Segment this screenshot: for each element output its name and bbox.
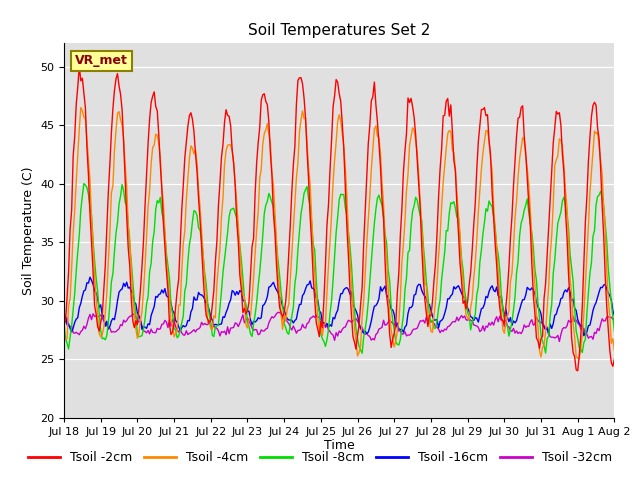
Tsoil -16cm (394, 320, 401, 326)
Line: Tsoil -8cm: Tsoil -8cm (64, 184, 614, 353)
Tsoil -8cm (60, 322, 68, 327)
Tsoil -2cm (76, 64, 83, 70)
Tsoil -8cm (376, 198, 384, 204)
Tsoil -4cm (77, 105, 84, 110)
Tsoil -16cm (86, 275, 94, 280)
Line: Tsoil -16cm: Tsoil -16cm (64, 277, 614, 336)
Title: Soil Temperatures Set 2: Soil Temperatures Set 2 (248, 23, 430, 38)
Tsoil -16cm (76, 305, 83, 311)
Tsoil -2cm (77, 78, 84, 84)
X-axis label: Time: Time (324, 439, 355, 453)
Tsoil -4cm (611, 348, 618, 354)
Tsoil -32cm (545, 330, 552, 336)
Tsoil -16cm (164, 294, 172, 300)
Tsoil -2cm (60, 322, 68, 327)
Line: Tsoil -4cm: Tsoil -4cm (64, 108, 614, 359)
Tsoil -32cm (76, 332, 83, 337)
Line: Tsoil -2cm: Tsoil -2cm (64, 67, 614, 371)
Tsoil -32cm (406, 332, 413, 338)
Tsoil -8cm (164, 263, 172, 269)
Tsoil -8cm (80, 181, 88, 187)
Tsoil -4cm (164, 274, 172, 280)
Tsoil -8cm (407, 223, 415, 228)
Tsoil -32cm (556, 339, 563, 345)
Tsoil -4cm (406, 143, 413, 148)
Tsoil -8cm (76, 232, 83, 238)
Tsoil -16cm (580, 333, 588, 338)
Tsoil -8cm (395, 342, 403, 348)
Tsoil -32cm (375, 326, 383, 332)
Tsoil -8cm (611, 328, 618, 334)
Tsoil -16cm (406, 305, 413, 311)
Tsoil -32cm (163, 319, 170, 325)
Text: VR_met: VR_met (75, 54, 128, 67)
Tsoil -2cm (406, 99, 413, 105)
Tsoil -16cm (611, 312, 618, 318)
Tsoil -2cm (164, 288, 172, 293)
Tsoil -4cm (545, 284, 552, 289)
Line: Tsoil -32cm: Tsoil -32cm (64, 312, 614, 342)
Tsoil -4cm (375, 135, 383, 141)
Tsoil -32cm (394, 325, 401, 331)
Tsoil -2cm (394, 290, 401, 296)
Tsoil -8cm (547, 313, 554, 319)
Tsoil -16cm (375, 296, 383, 301)
Tsoil -2cm (611, 356, 618, 362)
Tsoil -32cm (274, 310, 282, 315)
Legend: Tsoil -2cm, Tsoil -4cm, Tsoil -8cm, Tsoil -16cm, Tsoil -32cm: Tsoil -2cm, Tsoil -4cm, Tsoil -8cm, Tsoi… (23, 446, 617, 469)
Tsoil -2cm (545, 225, 552, 230)
Tsoil -8cm (358, 350, 366, 356)
Tsoil -2cm (375, 140, 383, 146)
Tsoil -16cm (60, 310, 68, 316)
Tsoil -4cm (394, 328, 401, 334)
Tsoil -16cm (545, 331, 552, 337)
Tsoil -4cm (575, 356, 583, 362)
Tsoil -32cm (60, 315, 68, 321)
Tsoil -32cm (611, 315, 618, 321)
Y-axis label: Soil Temperature (C): Soil Temperature (C) (22, 166, 35, 295)
Tsoil -2cm (574, 368, 582, 374)
Tsoil -4cm (60, 339, 68, 345)
Tsoil -4cm (76, 126, 83, 132)
